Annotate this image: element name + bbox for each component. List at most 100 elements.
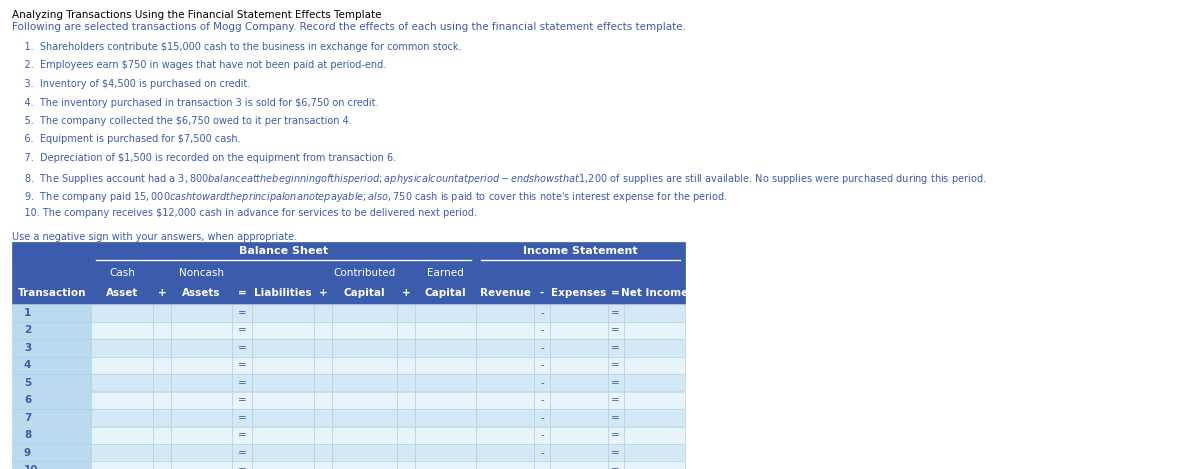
- Bar: [12, 461, 91, 469]
- Bar: [252, 392, 314, 409]
- Bar: [397, 426, 415, 444]
- Bar: [607, 461, 624, 469]
- Bar: [476, 356, 534, 374]
- Bar: [415, 304, 476, 322]
- Bar: [170, 282, 233, 304]
- Text: Transaction: Transaction: [18, 288, 86, 298]
- Text: -: -: [540, 430, 544, 440]
- Bar: [476, 282, 534, 304]
- Bar: [170, 392, 233, 409]
- Bar: [314, 409, 332, 426]
- Bar: [152, 339, 170, 356]
- Bar: [415, 374, 476, 392]
- Bar: [332, 282, 397, 304]
- Text: 4.  The inventory purchased in transaction 3 is sold for $6,750 on credit.: 4. The inventory purchased in transactio…: [12, 98, 378, 107]
- Bar: [607, 392, 624, 409]
- Text: 2: 2: [24, 325, 31, 335]
- Bar: [550, 444, 607, 461]
- Bar: [332, 426, 397, 444]
- Text: =: =: [238, 308, 247, 318]
- Bar: [233, 444, 252, 461]
- Bar: [314, 356, 332, 374]
- Bar: [534, 461, 550, 469]
- Text: -: -: [540, 288, 544, 298]
- Bar: [624, 444, 685, 461]
- Text: Expenses: Expenses: [551, 288, 606, 298]
- Bar: [550, 409, 607, 426]
- Bar: [12, 374, 91, 392]
- Bar: [152, 409, 170, 426]
- Bar: [170, 444, 233, 461]
- Text: Contributed: Contributed: [334, 268, 396, 278]
- Text: -: -: [540, 325, 544, 335]
- Bar: [607, 356, 624, 374]
- Text: =: =: [238, 430, 247, 440]
- Bar: [152, 322, 170, 339]
- Text: =: =: [611, 308, 620, 318]
- Bar: [624, 356, 685, 374]
- Bar: [314, 426, 332, 444]
- Bar: [476, 242, 685, 264]
- Bar: [397, 374, 415, 392]
- Text: =: =: [238, 343, 247, 353]
- Bar: [12, 282, 91, 304]
- Text: 1.  Shareholders contribute $15,000 cash to the business in exchange for common : 1. Shareholders contribute $15,000 cash …: [12, 42, 462, 52]
- Bar: [12, 304, 91, 322]
- Bar: [607, 426, 624, 444]
- Bar: [415, 426, 476, 444]
- Text: Liabilities: Liabilities: [254, 288, 312, 298]
- Bar: [397, 392, 415, 409]
- Bar: [252, 409, 314, 426]
- Text: 3.  Inventory of $4,500 is purchased on credit.: 3. Inventory of $4,500 is purchased on c…: [12, 79, 251, 89]
- Text: 8: 8: [24, 430, 31, 440]
- Bar: [252, 426, 314, 444]
- Bar: [314, 264, 332, 282]
- Bar: [550, 304, 607, 322]
- Text: +: +: [402, 288, 410, 298]
- Bar: [252, 461, 314, 469]
- Bar: [12, 409, 91, 426]
- Bar: [624, 339, 685, 356]
- Text: 9: 9: [24, 448, 31, 458]
- Text: +: +: [157, 288, 167, 298]
- Text: =: =: [238, 378, 247, 388]
- Text: =: =: [611, 325, 620, 335]
- Bar: [233, 409, 252, 426]
- Bar: [476, 339, 534, 356]
- Text: +: +: [318, 288, 328, 298]
- Text: Analyzing Transactions Using the Financial Statement Effects Template: Analyzing Transactions Using the Financi…: [12, 10, 382, 20]
- Text: =: =: [611, 465, 620, 469]
- Bar: [332, 374, 397, 392]
- Bar: [170, 374, 233, 392]
- Text: Noncash: Noncash: [179, 268, 224, 278]
- Bar: [624, 282, 685, 304]
- Bar: [415, 444, 476, 461]
- Bar: [624, 409, 685, 426]
- Text: =: =: [238, 448, 247, 458]
- Bar: [152, 392, 170, 409]
- Bar: [233, 356, 252, 374]
- Bar: [91, 339, 152, 356]
- Bar: [252, 444, 314, 461]
- Bar: [607, 264, 624, 282]
- Bar: [624, 322, 685, 339]
- Bar: [233, 392, 252, 409]
- Bar: [550, 426, 607, 444]
- Text: =: =: [238, 325, 247, 335]
- Text: -: -: [540, 308, 544, 318]
- Bar: [534, 444, 550, 461]
- Bar: [624, 426, 685, 444]
- Bar: [534, 356, 550, 374]
- Bar: [534, 282, 550, 304]
- Bar: [476, 426, 534, 444]
- Bar: [233, 339, 252, 356]
- Bar: [624, 374, 685, 392]
- Bar: [476, 461, 534, 469]
- Bar: [624, 461, 685, 469]
- Bar: [332, 339, 397, 356]
- Bar: [607, 374, 624, 392]
- Text: =: =: [611, 378, 620, 388]
- Text: =: =: [238, 395, 247, 405]
- Bar: [170, 356, 233, 374]
- Bar: [233, 282, 252, 304]
